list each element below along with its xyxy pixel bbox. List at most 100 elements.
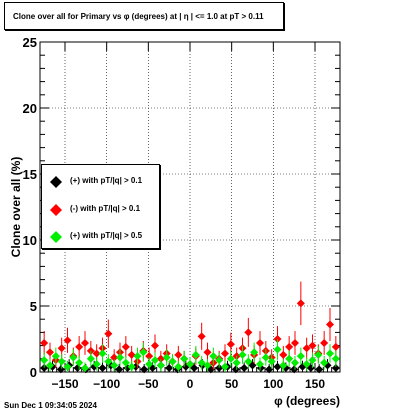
x-tick-label: −150 (51, 377, 78, 391)
data-point (308, 356, 317, 365)
y-tick-label: 10 (23, 233, 37, 248)
y-tick-label: 0 (30, 365, 37, 380)
data-point (314, 350, 323, 359)
data-point (116, 353, 124, 362)
legend-entry-negative-pt01: (-) with pT/|q| > 0.1 (42, 202, 160, 216)
data-point (145, 352, 154, 361)
green-diamond-icon (50, 231, 62, 243)
y-axis-label: Clone over all (%) (9, 157, 23, 258)
data-point (46, 348, 54, 357)
data-point (104, 357, 113, 366)
timestamp-footer: Sun Dec 1 09:34:05 2024 (4, 401, 97, 410)
data-point (203, 348, 212, 357)
data-point (57, 357, 66, 366)
data-point (296, 352, 305, 361)
data-point (63, 336, 72, 345)
data-point (56, 365, 65, 374)
x-axis-label: φ (degrees) (274, 394, 340, 408)
data-point (127, 350, 136, 359)
data-point (203, 361, 212, 370)
data-point (92, 360, 101, 369)
data-point (256, 360, 264, 369)
black-diamond-icon (50, 176, 62, 188)
series-2 (40, 339, 340, 373)
legend-label: (+) with pT/|q| > 0.1 (70, 176, 143, 185)
data-point (191, 350, 200, 359)
x-tick-label: 0 (187, 377, 194, 391)
data-point (221, 349, 229, 358)
data-point (180, 354, 189, 363)
data-point (81, 364, 89, 373)
data-point (232, 358, 241, 367)
data-point (315, 365, 324, 374)
data-point (197, 332, 206, 341)
data-point (209, 352, 218, 361)
data-point (133, 352, 142, 361)
data-point (331, 364, 340, 373)
data-point (121, 342, 130, 351)
data-point (63, 362, 72, 371)
data-point (145, 360, 154, 369)
data-point (98, 364, 107, 373)
red-diamond-icon (50, 204, 62, 216)
data-point (140, 365, 149, 374)
data-point (69, 353, 78, 362)
x-tick-label: −100 (93, 377, 120, 391)
data-point (156, 354, 165, 363)
data-point (320, 338, 329, 347)
data-point (226, 340, 235, 349)
data-point (240, 364, 249, 373)
chart-title: Clone over all for Primary vs φ (degrees… (13, 12, 264, 21)
data-point (110, 353, 119, 362)
data-point (326, 320, 334, 329)
data-point (110, 361, 119, 370)
x-tick-labels: −150 −100 −50 0 50 100 150 (51, 377, 325, 391)
data-point (127, 362, 136, 371)
data-point (121, 358, 130, 367)
series-layer (40, 281, 340, 374)
y-tick-label: 20 (23, 101, 37, 116)
data-point (273, 362, 282, 371)
data-point (151, 341, 159, 350)
data-point (302, 360, 311, 369)
data-point (40, 364, 49, 373)
x-tick-label: 150 (305, 377, 325, 391)
data-point (81, 338, 89, 347)
data-point (174, 350, 183, 359)
data-point (139, 348, 148, 357)
data-point (285, 354, 294, 363)
data-point (302, 344, 311, 353)
x-tick-label: −50 (138, 377, 159, 391)
y-tick-label: 15 (23, 167, 37, 182)
data-point (250, 348, 259, 357)
data-point (75, 358, 84, 367)
data-point (290, 365, 299, 374)
chart-title-box: Clone over all for Primary vs φ (degrees… (4, 2, 284, 30)
y-tick-label: 25 (23, 35, 37, 50)
data-point (75, 342, 84, 351)
data-point (326, 349, 334, 358)
data-point (190, 364, 199, 373)
data-point (98, 349, 107, 358)
data-point (291, 338, 299, 347)
data-point (86, 354, 95, 363)
data-point (92, 349, 101, 358)
data-point (226, 354, 235, 363)
data-point (279, 361, 288, 370)
legend-label: (-) with pT/|q| > 0.1 (70, 204, 141, 213)
data-point (151, 356, 159, 365)
data-point (174, 362, 183, 371)
data-point (57, 344, 66, 353)
x-tick-label: 50 (225, 377, 239, 391)
legend: (+) with pT/|q| > 0.1 (-) with pT/|q| > … (41, 164, 160, 249)
data-point (273, 345, 282, 354)
data-point (244, 357, 253, 366)
data-point (215, 356, 224, 365)
data-point (40, 338, 49, 347)
data-point (279, 350, 288, 359)
data-point (46, 361, 54, 370)
legend-entry-positive-pt05: (+) with pT/|q| > 0.5 (42, 229, 160, 243)
data-point (186, 360, 194, 369)
data-point (267, 357, 276, 366)
